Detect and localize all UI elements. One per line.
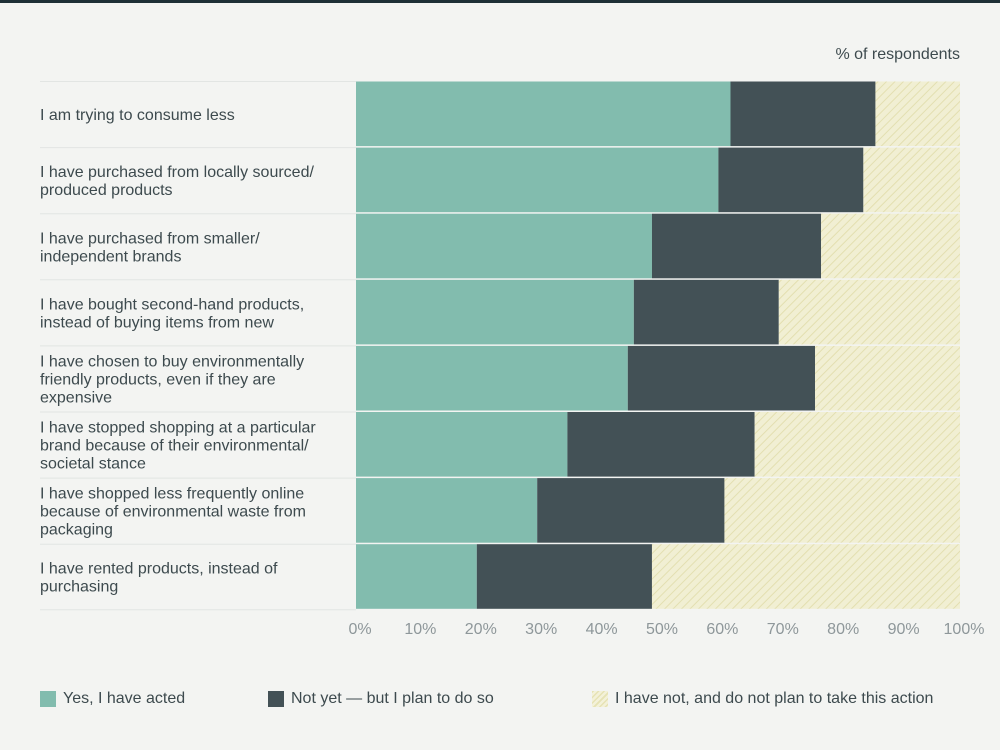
bar-segment-plan (730, 81, 876, 147)
legend-swatch-plan (268, 691, 284, 707)
category-label: packaging (40, 522, 113, 539)
bar-segment-yes (356, 478, 538, 543)
category-label: independent brands (40, 248, 181, 265)
bar-segment-plan (476, 544, 652, 609)
category-label: I have stopped shopping at a particular (40, 420, 316, 437)
bar-segment-not (778, 279, 960, 345)
category-label: because of environmental waste from (40, 504, 306, 521)
legend-label-yes: Yes, I have acted (63, 690, 186, 707)
category-label: brand because of their environmental/ (40, 438, 309, 455)
legend-item-yes: Yes, I have acted (40, 688, 185, 710)
bar-segment-yes (356, 412, 568, 477)
x-tick-label: 30% (525, 621, 557, 638)
bar-segment-not (724, 478, 960, 543)
bar-segment-yes (356, 81, 731, 147)
x-tick-label: 100% (944, 621, 985, 638)
bar-segment-plan (627, 345, 816, 411)
x-tick-label: 60% (706, 621, 738, 638)
category-label: I have shopped less frequently online (40, 486, 304, 503)
bar-segment-not (875, 81, 960, 147)
bar-segment-yes (356, 213, 652, 279)
bar-segment-not (821, 213, 960, 279)
unit-label: % of respondents (835, 46, 960, 63)
category-label: instead of buying items from new (40, 314, 274, 331)
x-tick-label: 10% (404, 621, 436, 638)
bar-segment-yes (356, 147, 719, 213)
legend: Yes, I have acted Not yet — but I plan t… (40, 688, 962, 710)
x-tick-label: 0% (348, 621, 371, 638)
legend-swatch-not (592, 691, 608, 707)
bar-segment-plan (633, 279, 779, 345)
legend-label-not: I have not, and do not plan to take this… (615, 690, 934, 707)
top-rule (0, 0, 1000, 3)
category-label: societal stance (40, 456, 146, 473)
x-tick-label: 50% (646, 621, 678, 638)
bar-segment-not (651, 544, 960, 609)
category-label: produced products (40, 182, 173, 199)
bar-segment-plan (718, 147, 864, 213)
category-label: purchasing (40, 579, 118, 596)
bar-segment-plan (567, 412, 755, 477)
category-label: I have rented products, instead of (40, 561, 278, 578)
legend-swatch-yes (40, 691, 56, 707)
x-tick-label: 90% (888, 621, 920, 638)
x-tick-label: 20% (465, 621, 497, 638)
bar-segment-yes (356, 544, 477, 609)
x-tick-label: 80% (827, 621, 859, 638)
legend-label-plan: Not yet — but I plan to do so (291, 690, 494, 707)
x-tick-label: 70% (767, 621, 799, 638)
bar-segment-yes (356, 345, 628, 411)
bar-segment-not (815, 345, 960, 411)
category-label: I have bought second-hand products, (40, 296, 304, 313)
category-label: I have chosen to buy environmentally (40, 353, 304, 370)
legend-item-plan: Not yet — but I plan to do so (268, 688, 494, 710)
bar-segment-yes (356, 279, 634, 345)
bar-segment-not (863, 147, 960, 213)
stacked-bar-chart: % of respondents I am trying to consume … (40, 46, 985, 638)
x-tick-label: 40% (586, 621, 618, 638)
legend-item-not: I have not, and do not plan to take this… (592, 688, 933, 710)
bar-segment-plan (537, 478, 725, 543)
bar-segment-not (754, 412, 960, 477)
category-label: expensive (40, 389, 112, 406)
category-label: I am trying to consume less (40, 107, 235, 124)
category-label: I have purchased from locally sourced/ (40, 164, 314, 181)
category-label: I have purchased from smaller/ (40, 230, 260, 247)
category-label: friendly products, even if they are (40, 371, 276, 388)
bar-segment-plan (651, 213, 822, 279)
